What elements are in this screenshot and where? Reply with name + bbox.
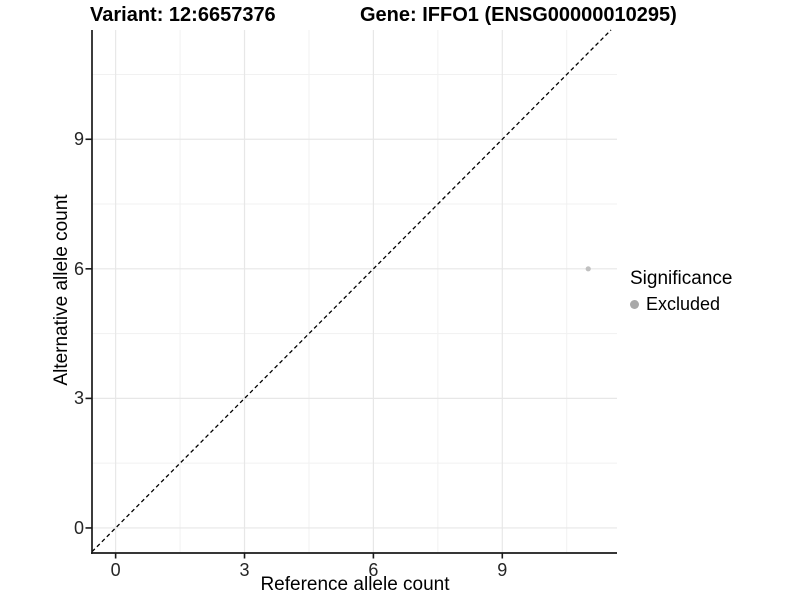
y-tick-label: 9 <box>73 129 84 150</box>
plot-title-gene: Gene: IFFO1 (ENSG00000010295) <box>360 4 677 26</box>
data-point <box>585 266 591 272</box>
x-tick-label: 9 <box>497 560 508 580</box>
y-tick-label: 3 <box>73 388 84 409</box>
legend: Significance Excluded <box>630 268 732 315</box>
legend-key-dot <box>630 300 639 309</box>
x-axis-title: Reference allele count <box>260 574 450 595</box>
legend-title: Significance <box>630 268 733 289</box>
legend-item-excluded: Excluded <box>630 294 732 315</box>
x-tick-label: 6 <box>368 560 379 580</box>
y-tick-label: 6 <box>73 258 84 279</box>
y-axis-title: Alternative allele count <box>51 194 72 386</box>
legend-item-label: Excluded <box>646 294 721 314</box>
x-tick-label: 0 <box>110 560 121 580</box>
x-tick-label: 3 <box>239 560 250 580</box>
plot-title-variant: Variant: 12:6657376 <box>90 4 276 26</box>
identity-line <box>91 29 612 553</box>
y-tick-label: 0 <box>73 517 84 538</box>
